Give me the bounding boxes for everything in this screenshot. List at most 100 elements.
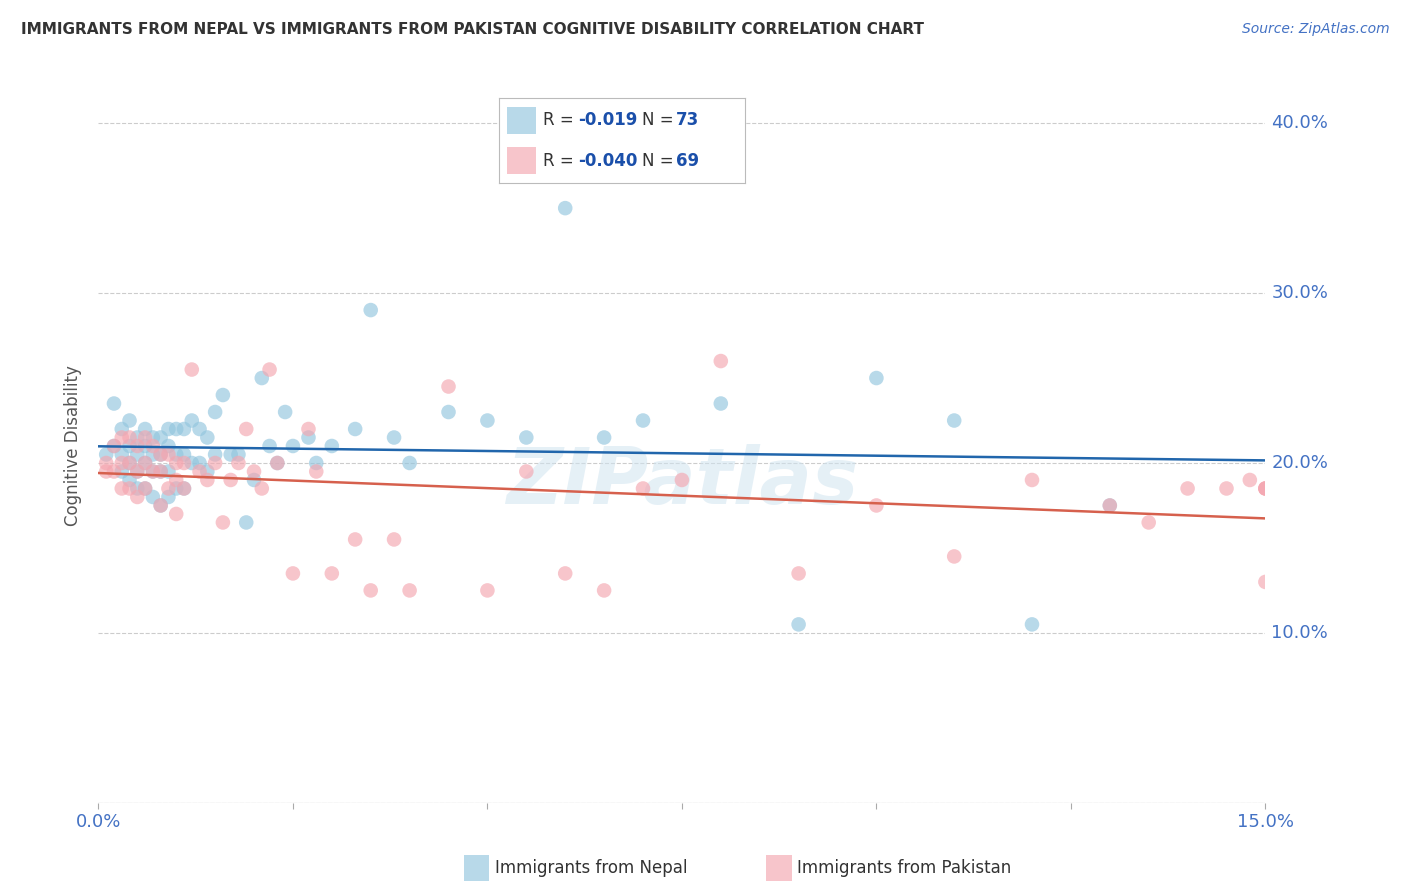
Point [180, 456, 202, 470]
Point [127, 482, 149, 496]
Point [142, 465, 165, 479]
Point [710, 396, 733, 410]
Point [1239, 473, 1261, 487]
Point [127, 465, 149, 479]
Text: 40.0%: 40.0% [1271, 114, 1329, 132]
Text: R =: R = [543, 112, 579, 129]
Point [274, 405, 297, 419]
Point [173, 422, 195, 436]
Point [111, 430, 134, 444]
Point [111, 448, 134, 462]
Point [631, 482, 654, 496]
Point [787, 566, 810, 581]
Point [118, 456, 141, 470]
Point [1177, 482, 1199, 496]
Point [515, 465, 537, 479]
Point [297, 430, 319, 444]
Point [142, 448, 165, 462]
Point [1021, 473, 1043, 487]
Point [118, 430, 141, 444]
Point [943, 549, 966, 564]
Text: R =: R = [543, 152, 579, 169]
Point [180, 413, 202, 427]
Point [165, 456, 187, 470]
Point [134, 482, 156, 496]
Point [671, 473, 693, 487]
Point [157, 422, 180, 436]
Point [219, 448, 242, 462]
Point [243, 473, 266, 487]
Point [96, 448, 118, 462]
Point [204, 405, 226, 419]
Point [710, 354, 733, 368]
Point [142, 465, 165, 479]
Point [111, 465, 134, 479]
Point [360, 303, 382, 318]
Point [1098, 499, 1121, 513]
Point [111, 456, 134, 470]
Point [165, 448, 187, 462]
Point [437, 405, 460, 419]
Text: -0.040: -0.040 [578, 152, 637, 169]
Text: ZIPatlas: ZIPatlas [506, 443, 858, 520]
Point [243, 465, 266, 479]
Point [360, 583, 382, 598]
Point [398, 583, 420, 598]
Text: 30.0%: 30.0% [1271, 284, 1329, 302]
Point [554, 201, 576, 215]
Point [228, 456, 250, 470]
Point [259, 439, 281, 453]
Point [149, 465, 172, 479]
Point [321, 439, 343, 453]
Point [212, 388, 235, 402]
Point [477, 413, 499, 427]
Point [305, 465, 328, 479]
Point [96, 465, 118, 479]
Point [118, 482, 141, 496]
Point [103, 396, 125, 410]
Point [266, 456, 288, 470]
Point [1098, 499, 1121, 513]
Point [554, 566, 576, 581]
Point [134, 430, 156, 444]
Point [195, 465, 218, 479]
Point [180, 362, 202, 376]
Point [195, 430, 218, 444]
Point [943, 413, 966, 427]
Point [173, 448, 195, 462]
Point [127, 430, 149, 444]
Point [134, 456, 156, 470]
Point [149, 465, 172, 479]
Point [195, 473, 218, 487]
Point [281, 439, 304, 453]
Point [297, 422, 319, 436]
Point [173, 456, 195, 470]
Point [127, 439, 149, 453]
Point [134, 422, 156, 436]
Point [281, 566, 304, 581]
Point [1215, 482, 1237, 496]
Point [1021, 617, 1043, 632]
Point [188, 465, 211, 479]
Point [1254, 482, 1277, 496]
Point [204, 448, 226, 462]
Point [865, 499, 887, 513]
Point [134, 482, 156, 496]
Point [593, 430, 616, 444]
Point [165, 507, 187, 521]
Point [165, 473, 187, 487]
Point [165, 422, 187, 436]
Text: -0.019: -0.019 [578, 112, 637, 129]
Point [212, 516, 235, 530]
Point [250, 371, 273, 385]
Point [515, 430, 537, 444]
Text: N =: N = [643, 152, 679, 169]
Text: 73: 73 [676, 112, 700, 129]
Point [1254, 574, 1277, 589]
Point [118, 473, 141, 487]
Point [157, 465, 180, 479]
Point [149, 499, 172, 513]
Point [787, 617, 810, 632]
Point [250, 482, 273, 496]
Point [111, 422, 134, 436]
